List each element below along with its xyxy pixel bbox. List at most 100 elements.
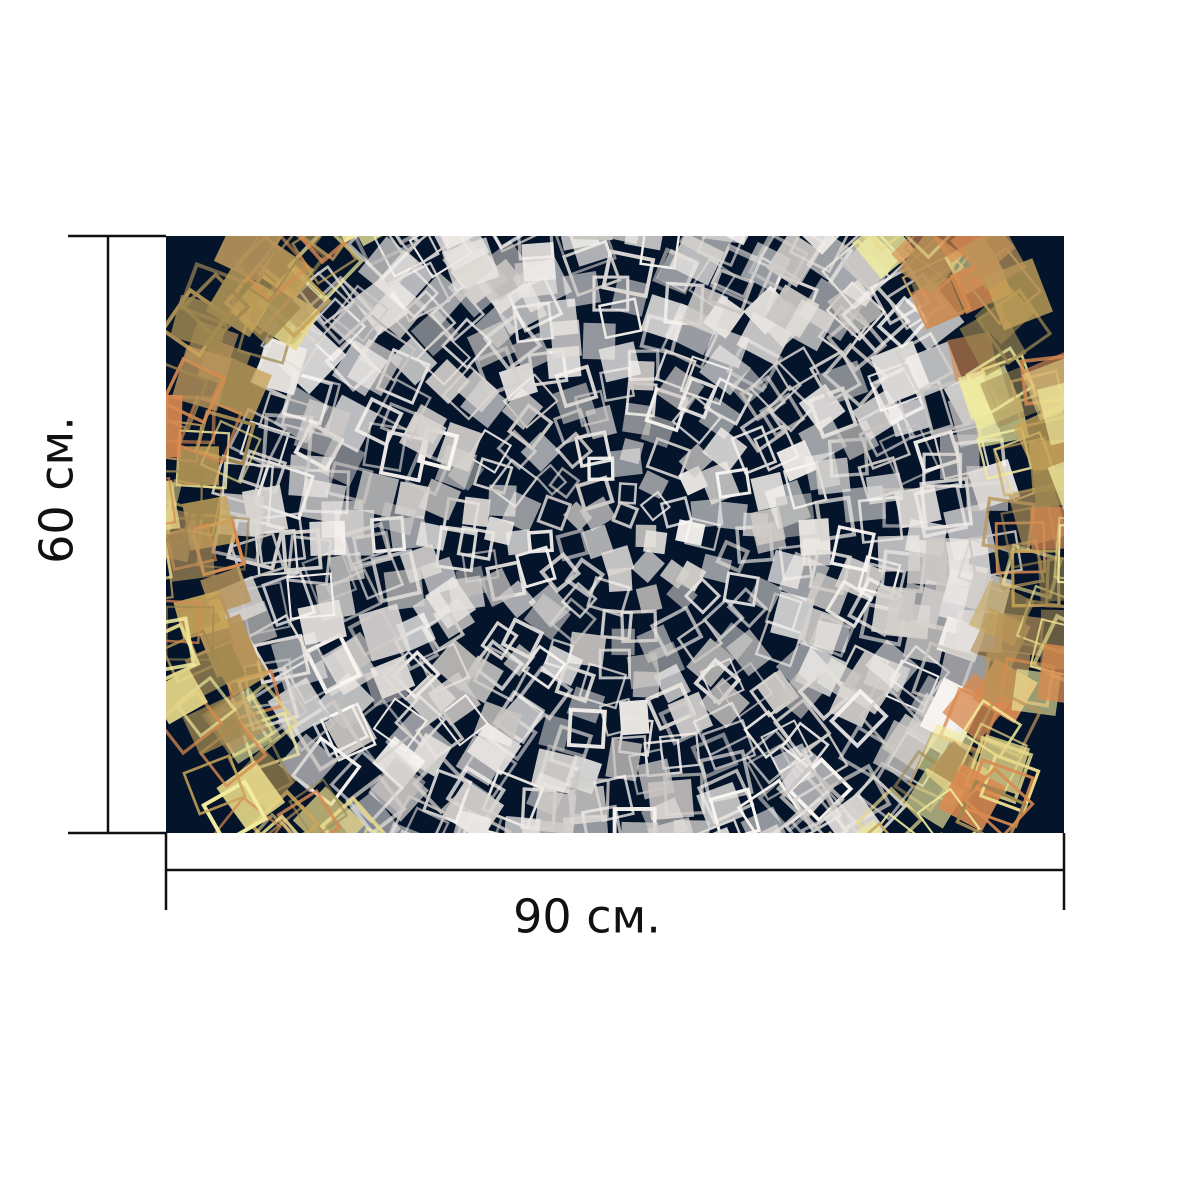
pattern-square [455, 565, 488, 599]
pattern-square [701, 119, 764, 179]
pattern-square [515, 837, 557, 882]
pattern-square [768, 852, 841, 921]
pattern-square [1030, 506, 1064, 550]
pattern-square [712, 51, 772, 111]
pattern-square [522, 48, 574, 104]
pattern-square [704, 326, 750, 369]
pattern-square [690, 498, 724, 529]
pattern-square [963, 246, 1042, 326]
pattern-square [1044, 556, 1064, 610]
pattern-square [346, 236, 421, 281]
pattern-square [696, 902, 738, 950]
pattern-square [463, 131, 515, 187]
pattern-square [696, 817, 749, 833]
pattern-square [404, 449, 451, 497]
pattern-square [431, 639, 485, 692]
pattern-square [480, 620, 519, 661]
pattern-square [426, 915, 497, 985]
pattern-square [714, 947, 785, 1013]
pattern-square [798, 415, 848, 464]
pattern-square [851, 850, 922, 916]
pattern-square [331, 339, 388, 397]
pattern-square [555, 528, 590, 562]
pattern-square [520, 176, 574, 229]
pattern-square [664, 163, 705, 206]
pattern-square [510, 98, 550, 142]
pattern-square [708, 787, 762, 833]
height-label: 60 см. [30, 416, 84, 564]
pattern-square [505, 529, 533, 556]
pattern-square [428, 832, 490, 833]
pattern-square [405, 673, 456, 725]
pattern-square [624, 236, 667, 251]
pattern-square [804, 166, 868, 231]
pattern-square [201, 779, 269, 833]
pattern-square [166, 393, 183, 458]
pattern-square [620, 821, 659, 833]
pattern-square [694, 929, 759, 996]
pattern-square [473, 73, 546, 141]
pattern-square [379, 401, 423, 442]
pattern-square [702, 295, 746, 339]
pattern-square [773, 346, 821, 392]
pattern-square [375, 377, 432, 435]
pattern-square [635, 584, 663, 614]
pattern-square [166, 629, 220, 684]
pattern-square [520, 948, 584, 1005]
pattern-square [436, 693, 490, 747]
pattern-square [393, 164, 448, 218]
width-label: 90 см. [513, 890, 661, 944]
pattern-square [525, 945, 572, 994]
pattern-square [257, 391, 314, 442]
pattern-square [946, 538, 992, 583]
pattern-square [181, 272, 251, 342]
pattern-square [256, 236, 335, 238]
pattern-square [749, 360, 803, 414]
pattern-square [352, 105, 408, 163]
pattern-square [292, 786, 366, 833]
pattern-square [594, 74, 643, 121]
pattern-square [666, 579, 698, 611]
pattern-square [582, 322, 616, 360]
pattern-square [548, 466, 581, 500]
pattern-square [376, 236, 446, 246]
pattern-square [805, 236, 854, 283]
pattern-square [631, 548, 665, 583]
pattern-square [495, 942, 551, 1002]
pattern-square [166, 356, 227, 425]
pattern-square [391, 933, 446, 991]
pattern-square [619, 438, 645, 465]
pattern-square [660, 968, 714, 1020]
pattern-square [762, 887, 825, 951]
pattern-square [708, 101, 779, 168]
pattern-square [556, 236, 600, 251]
pattern-square [323, 885, 382, 946]
pattern-square [763, 142, 820, 197]
pattern-square [588, 185, 630, 227]
pattern-square [767, 236, 830, 237]
pattern-square [166, 555, 174, 604]
pattern-square [286, 572, 336, 620]
pattern-square [797, 169, 856, 230]
pattern-square [826, 236, 906, 237]
pattern-square [536, 494, 573, 532]
pattern-square [707, 95, 768, 158]
pattern-square [573, 236, 614, 241]
pattern-square [762, 831, 826, 833]
pattern-square [747, 162, 809, 223]
pattern-square [575, 105, 635, 161]
pattern-square [409, 869, 472, 933]
pattern-square [329, 837, 381, 891]
pattern-square [554, 663, 597, 704]
pattern-square [731, 181, 783, 233]
pattern-square [467, 911, 513, 963]
pattern-square [604, 148, 662, 202]
pattern-square [388, 844, 441, 899]
pattern-square [715, 467, 752, 500]
pattern-square [714, 86, 768, 145]
pattern-square [585, 843, 639, 891]
pattern-square [448, 852, 498, 903]
pattern-square [556, 89, 607, 142]
pattern-square [257, 244, 315, 300]
